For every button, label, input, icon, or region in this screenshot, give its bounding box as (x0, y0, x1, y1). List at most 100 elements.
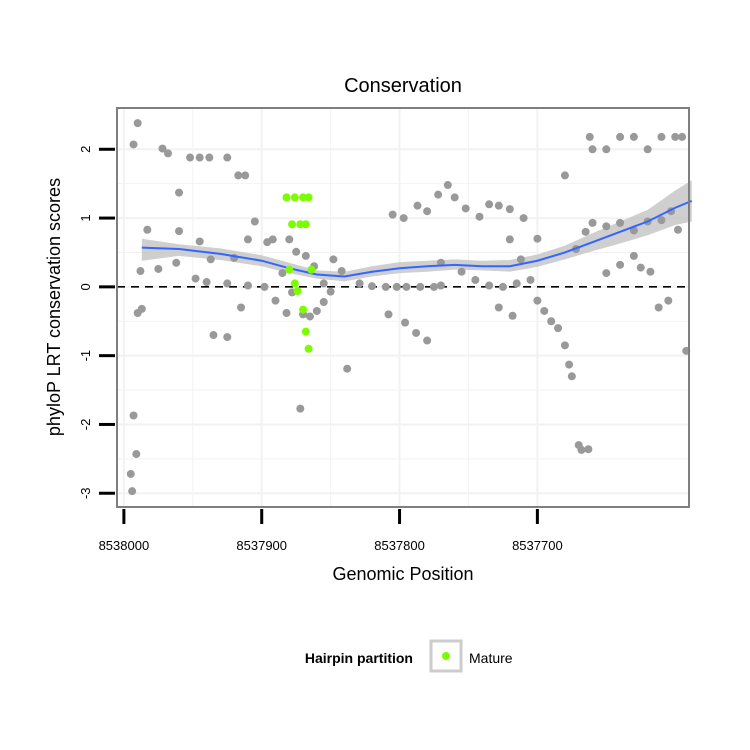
other-point (223, 153, 232, 162)
other-point (202, 278, 211, 287)
other-point (629, 251, 638, 260)
other-point (392, 282, 401, 291)
other-point (172, 258, 181, 267)
y-axis-label: phyloP LRT conservation scores (44, 178, 64, 436)
other-point (654, 303, 663, 312)
mature-point (304, 344, 313, 353)
other-point (416, 282, 425, 291)
mature-point (304, 193, 313, 202)
x-tick-label: 8538000 (99, 538, 150, 553)
legend-label-mature: Mature (469, 650, 513, 666)
other-point (533, 234, 542, 243)
other-point (301, 251, 310, 260)
other-point (292, 247, 301, 256)
other-point (195, 153, 204, 162)
other-point (209, 331, 218, 340)
mature-point (293, 286, 302, 295)
other-point (423, 336, 432, 345)
other-point (636, 263, 645, 272)
other-point (163, 149, 172, 158)
other-point (250, 217, 259, 226)
other-point (195, 237, 204, 246)
other-point (191, 274, 200, 283)
other-point (485, 281, 494, 290)
other-point (263, 238, 272, 247)
other-point (602, 222, 611, 231)
other-point (136, 267, 145, 276)
chart-title: Conservation (344, 75, 462, 97)
other-point (319, 297, 328, 306)
other-point (508, 311, 517, 320)
other-point (540, 306, 549, 315)
plot-panel-border (116, 107, 690, 508)
other-point (554, 324, 563, 333)
y-axis: -3 -2 -1 0 1 2 (78, 146, 115, 499)
other-point (457, 267, 466, 276)
other-point (355, 279, 364, 288)
y-tick-label: -2 (78, 419, 93, 431)
other-point (516, 255, 525, 264)
legend-key-mature-point (442, 652, 450, 660)
other-point (581, 227, 590, 236)
other-point (646, 267, 655, 276)
mature-point (285, 265, 294, 274)
other-point (326, 287, 335, 296)
other-point (175, 227, 184, 236)
other-point (381, 282, 390, 291)
mature-point (301, 220, 310, 229)
x-tick-label: 8537700 (512, 538, 563, 553)
other-point (402, 282, 411, 291)
other-point (434, 190, 443, 199)
other-point (129, 411, 138, 420)
other-point (471, 275, 480, 284)
x-tick-label: 8537800 (374, 538, 425, 553)
other-point (533, 296, 542, 305)
other-point (413, 201, 422, 210)
y-tick-label: 0 (78, 283, 93, 290)
other-point (588, 218, 597, 227)
other-point (494, 303, 503, 312)
other-point (278, 269, 287, 278)
mature-point (299, 305, 308, 314)
other-point (132, 450, 141, 459)
other-point (629, 132, 638, 141)
smooth-line (141, 199, 693, 278)
other-point (154, 264, 163, 273)
other-point (312, 306, 321, 315)
other-point (616, 218, 625, 227)
other-point (494, 201, 503, 210)
other-point (388, 210, 397, 219)
other-point (133, 119, 142, 128)
plot-panel-background (117, 108, 689, 507)
other-point (206, 255, 215, 264)
mature-point (282, 193, 291, 202)
other-point (319, 279, 328, 288)
other-point (186, 153, 195, 162)
other-point (657, 216, 666, 225)
x-axis: 8538000 8537900 8537800 8537700 (99, 509, 563, 553)
other-point (584, 445, 593, 454)
other-point (560, 171, 569, 180)
mature-point (290, 279, 299, 288)
other-point (143, 225, 152, 234)
other-point (205, 153, 214, 162)
legend: Hairpin partition Mature (305, 639, 513, 673)
other-point (137, 304, 146, 313)
other-point (547, 317, 556, 326)
other-point (329, 255, 338, 264)
other-point (305, 312, 314, 321)
other-point (443, 181, 452, 190)
mature-point (288, 220, 297, 229)
other-point (285, 235, 294, 244)
other-point (512, 279, 521, 288)
other-point (343, 364, 352, 373)
y-tick-label: 2 (78, 146, 93, 153)
mature-point (301, 327, 310, 336)
other-point (260, 282, 269, 291)
other-point (367, 282, 376, 291)
other-point (643, 145, 652, 154)
other-point (498, 282, 507, 291)
other-point (505, 205, 514, 214)
other-point (412, 328, 421, 337)
